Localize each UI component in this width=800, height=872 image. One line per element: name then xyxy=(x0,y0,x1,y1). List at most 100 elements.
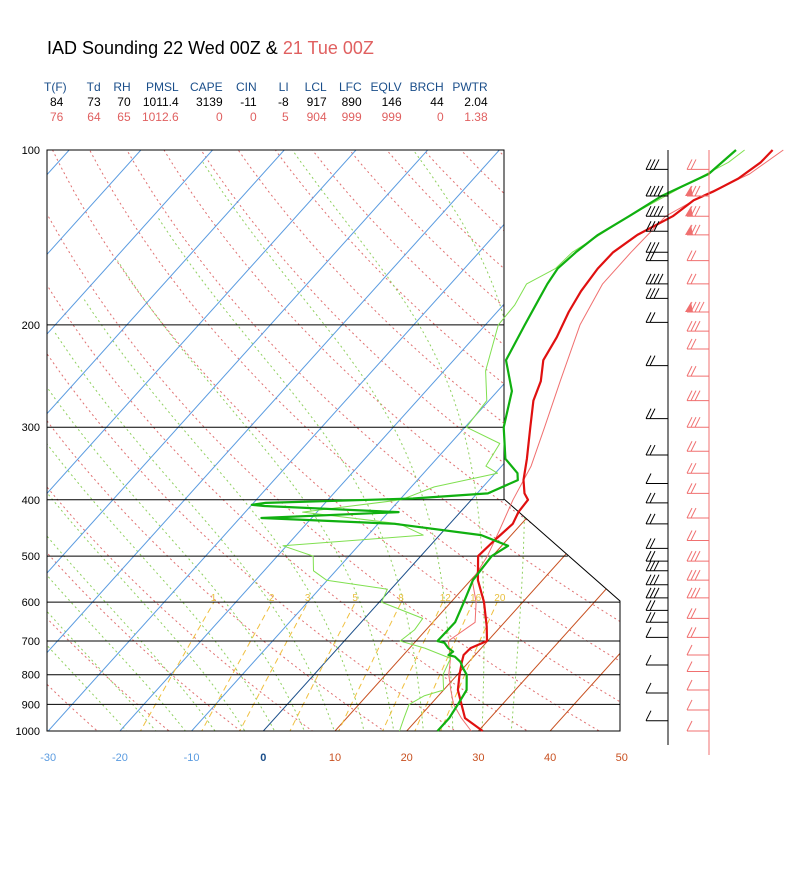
y-tick-label: 700 xyxy=(22,636,40,648)
wind-barb-tick xyxy=(694,320,701,332)
wind-barb-tick xyxy=(690,507,697,519)
dry-adiabat xyxy=(47,499,620,731)
wind-barb-tick xyxy=(649,587,656,599)
stats-cur-eqlv: 146 xyxy=(381,94,402,109)
stats-prev-eqlv: 999 xyxy=(381,109,402,124)
isotherm-line xyxy=(0,137,9,743)
mixing-ratio-line xyxy=(376,601,444,731)
wind-barb-tick xyxy=(645,312,652,323)
stats-cur-brch: 44 xyxy=(430,94,444,109)
wind-barb-tick xyxy=(686,390,693,401)
wind-barb-tick xyxy=(645,682,652,694)
dry-adiabat xyxy=(385,150,504,270)
moist-adiabat xyxy=(202,499,454,731)
isotherm-line xyxy=(610,499,620,731)
wind-barb-tick xyxy=(686,483,693,494)
dry-adiabat xyxy=(47,499,403,731)
isotherm-line xyxy=(466,499,620,731)
mixing-ratio-label: 8 xyxy=(398,593,404,604)
moist-adiabat xyxy=(0,427,224,743)
moist-adiabat xyxy=(117,499,397,731)
wind-barb-tick xyxy=(653,574,660,585)
stats-header-row: T(F) Td RH PMSL CAPE CIN LI LCL LFC EQLV… xyxy=(44,79,488,94)
wind-barb-tick xyxy=(690,365,697,377)
mixing-ratio-label: 16 xyxy=(470,593,482,604)
moist-adiabat xyxy=(47,499,196,731)
stats-cur-pmsl: 1011.4 xyxy=(142,94,179,109)
wind-barb-tick xyxy=(649,612,656,623)
wind-barb-tick xyxy=(690,462,697,474)
moist-adiabat xyxy=(202,162,424,499)
dry-adiabat xyxy=(265,499,620,731)
wind-barb-tick xyxy=(649,550,656,562)
wind-barb-tick xyxy=(653,560,660,572)
moist-adiabat xyxy=(47,499,253,731)
mixing-ratio-label: 3 xyxy=(305,593,311,604)
isotherm-line xyxy=(328,303,504,499)
wind-barb-tick xyxy=(686,550,693,562)
isotherm-line xyxy=(47,499,369,731)
wind-barb-tick xyxy=(686,416,693,428)
wind-barb-tick xyxy=(657,185,664,197)
stats-cur-rh: 70 xyxy=(117,94,131,109)
stats-cur-cape: 3139 xyxy=(195,94,223,109)
wind-barb-tick xyxy=(645,600,652,611)
stats-prev-li: 5 xyxy=(281,109,289,124)
wind-barb-tick xyxy=(690,390,697,401)
wind-barb-tick xyxy=(645,492,652,504)
wind-barb-tick xyxy=(657,205,664,217)
wind-barb-tick xyxy=(686,661,693,672)
wind-barb-tick xyxy=(645,185,652,197)
isotherm-line xyxy=(396,137,800,743)
wind-barb-tick xyxy=(686,338,693,350)
dry-adiabat xyxy=(47,499,620,731)
stats-col-cin: CIN xyxy=(235,79,257,94)
stats-col-brch: BRCH xyxy=(409,79,444,94)
sounding-traces xyxy=(250,149,784,732)
wind-barb-tick xyxy=(694,301,701,313)
isotherm-line xyxy=(47,499,297,731)
wind-barb-tick xyxy=(686,159,693,170)
stats-col-eqlv: EQLV xyxy=(370,79,402,94)
wind-pennant xyxy=(685,206,693,217)
dry-adiabat xyxy=(47,499,185,731)
isotherm-line xyxy=(256,223,504,499)
wind-barb-tick xyxy=(690,608,697,619)
wind-barb-tick xyxy=(649,185,656,197)
wind-barb-tick xyxy=(690,416,697,428)
wind-barb-tick xyxy=(694,550,701,562)
isotherm-line xyxy=(323,499,620,731)
stats-current-row: 84 73 70 1011.4 3139 -11 -8 917 890 146 … xyxy=(44,94,488,109)
wind-barb-tick xyxy=(645,587,652,599)
wind-barb-tick xyxy=(649,444,656,456)
isotherm-line xyxy=(108,499,620,731)
y-tick-label: 1000 xyxy=(16,726,40,738)
wind-barb-tick xyxy=(686,608,693,619)
diagram-frame xyxy=(46,149,621,732)
stats-prev-pwtr: 1.38 xyxy=(464,109,488,124)
wind-barb-tick xyxy=(694,587,701,599)
y-tick-label: 900 xyxy=(22,699,40,711)
dry-adiabat xyxy=(274,150,504,385)
isotherm-line xyxy=(324,137,800,743)
axis-labels: 1 2 3 5 8 12 16 2010020030040050060070080090010… xyxy=(16,145,628,764)
wind-barb-tick xyxy=(645,221,652,232)
wind-barb-tick xyxy=(690,441,697,452)
isotherm-line xyxy=(538,499,620,731)
wind-barb-tick xyxy=(645,560,652,572)
stats-cur-li: -8 xyxy=(277,94,289,109)
stats-prev-cin: 0 xyxy=(249,109,257,124)
stats-col-li: LI xyxy=(278,79,289,94)
x-tick-label: 50 xyxy=(616,752,628,764)
wind-barb-tick xyxy=(690,320,697,332)
wind-barb-tick xyxy=(645,205,652,217)
wind-barb-tick xyxy=(694,390,701,401)
x-tick-label: 0 xyxy=(260,752,266,764)
stats-prev-cape: 0 xyxy=(215,109,223,124)
dry-adiabat xyxy=(0,137,39,743)
isotherm-line xyxy=(47,499,512,731)
x-tick-label: -20 xyxy=(112,752,128,764)
isotherm-line xyxy=(112,150,429,499)
stats-prev-pmsl: 1012.6 xyxy=(141,109,179,124)
